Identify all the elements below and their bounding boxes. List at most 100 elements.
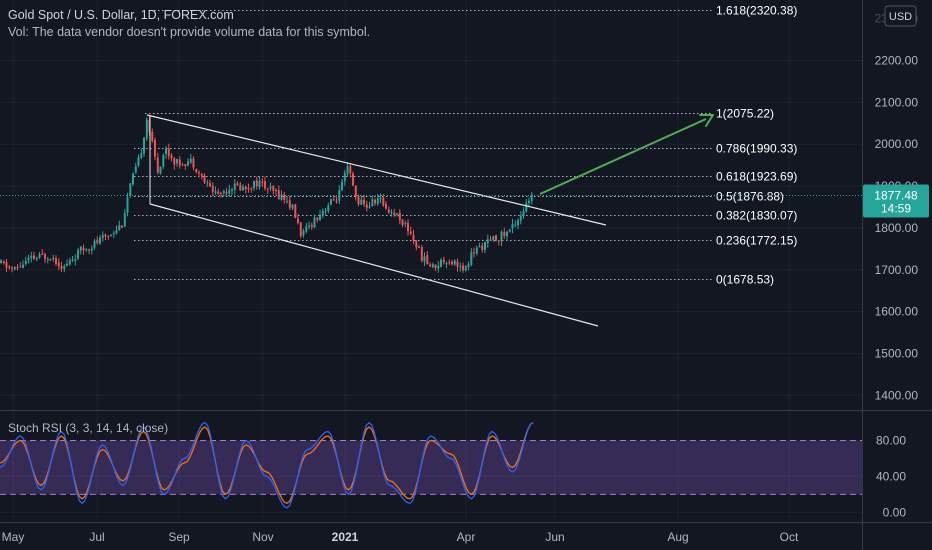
candle-body (140, 153, 143, 158)
candle-body (90, 248, 93, 251)
fib-level-label: 0.786(1990.33) (716, 142, 797, 156)
candle-body (368, 206, 371, 208)
candle-body (310, 224, 313, 227)
channel-upper-line (146, 114, 607, 226)
candle-body (225, 192, 228, 194)
candle-body (217, 191, 220, 195)
candle-body (189, 158, 192, 163)
candle-body (30, 255, 33, 259)
countdown-label: 14:59 (881, 202, 911, 216)
candle-body (82, 247, 85, 251)
candle-body (308, 225, 310, 227)
candle-body (401, 219, 404, 225)
fibonacci-levels[interactable]: 1.618(2320.38) 1(2075.22) 0.786(1990.33) 0.… (134, 4, 797, 287)
candle-body (49, 259, 52, 261)
candle-body (371, 199, 374, 206)
candle-body (360, 199, 363, 205)
candle-body (522, 210, 525, 216)
candle-body (35, 257, 38, 260)
fib-level-label: 0.382(1830.07) (716, 209, 797, 223)
candle-body (511, 223, 514, 229)
candle-body (46, 259, 49, 261)
candle-body (305, 226, 308, 232)
candle-body (508, 229, 511, 232)
candle-body (258, 180, 261, 188)
candle-body (33, 255, 35, 259)
stoch-band-fill (0, 440, 862, 495)
candle-body (151, 131, 154, 141)
candle-body (195, 168, 198, 172)
stoch-k-line (0, 421, 534, 509)
candle-body (132, 173, 134, 185)
candle-body (173, 158, 176, 165)
candle-body (437, 266, 440, 269)
candle-body (275, 190, 277, 192)
candle-body (24, 260, 27, 264)
candle-body (514, 224, 517, 226)
candle-body (27, 257, 30, 261)
candle-body (462, 265, 464, 271)
candle-body (321, 210, 324, 216)
candle-body (99, 237, 101, 244)
candle-body (107, 235, 110, 237)
candle-body (134, 166, 137, 173)
candle-body (456, 261, 459, 267)
stoch-rsi-pane (0, 421, 862, 509)
candle-body (374, 199, 376, 204)
fib-level-label: 0.5(1876.88) (716, 190, 784, 204)
candle-body (63, 266, 66, 269)
candle-body (16, 267, 19, 269)
candle-body (478, 246, 481, 248)
candle-body (13, 266, 16, 270)
candle-body (101, 235, 104, 238)
candle-body (484, 242, 486, 250)
candle-body (239, 184, 242, 191)
candle-body (365, 204, 368, 208)
candle-body (442, 259, 445, 263)
candle-body (264, 181, 266, 189)
candle-body (517, 220, 519, 226)
candle-body (231, 189, 233, 191)
candle-body (489, 239, 492, 241)
candle-body (66, 264, 68, 266)
candle-body (286, 201, 288, 203)
time-axis[interactable]: May Jul Sep Nov 2021 Apr Jun Aug Oct (2, 530, 799, 544)
time-tick-label: Sep (168, 530, 190, 544)
candle-body (393, 212, 396, 216)
currency-button[interactable]: USD (884, 5, 917, 27)
candle-body (165, 148, 167, 155)
candle-body (71, 259, 74, 261)
candle-body (434, 264, 437, 268)
candle-body (85, 249, 88, 251)
candle-body (121, 226, 123, 228)
candle-body (277, 190, 280, 199)
chart-title: Gold Spot / U.S. Dollar, 1D, FOREX.com (8, 8, 234, 22)
candle-body (214, 191, 217, 193)
candle-body (2, 261, 5, 263)
stoch-tick-label: 80.00 (876, 434, 906, 448)
candle-body (211, 185, 214, 192)
price-tick-label: 1400.00 (875, 388, 919, 402)
candle-body (324, 210, 327, 212)
candle-body (200, 173, 203, 176)
price-axis[interactable]: 2200.002100.002000.001900.001800.001700.… (863, 12, 929, 520)
candle-body (412, 234, 415, 241)
channel-lines[interactable] (0, 114, 862, 327)
candle-body (74, 259, 77, 261)
fib-level-label: 1(2075.22) (716, 107, 774, 121)
candle-body (291, 204, 294, 209)
price-tick-label: 1500.00 (875, 346, 919, 360)
candle-body (530, 194, 533, 202)
candle-body (110, 234, 112, 237)
candle-body (126, 197, 129, 213)
candle-body (222, 191, 225, 194)
candle-body (335, 200, 338, 202)
fib-level-label: 0.236(1772.15) (716, 234, 797, 248)
candle-body (8, 266, 11, 268)
candle-body (363, 199, 365, 204)
candle-body (154, 140, 156, 157)
price-candles (0, 116, 533, 273)
candle-body (167, 148, 170, 156)
price-tick-label: 2000.00 (875, 137, 919, 151)
